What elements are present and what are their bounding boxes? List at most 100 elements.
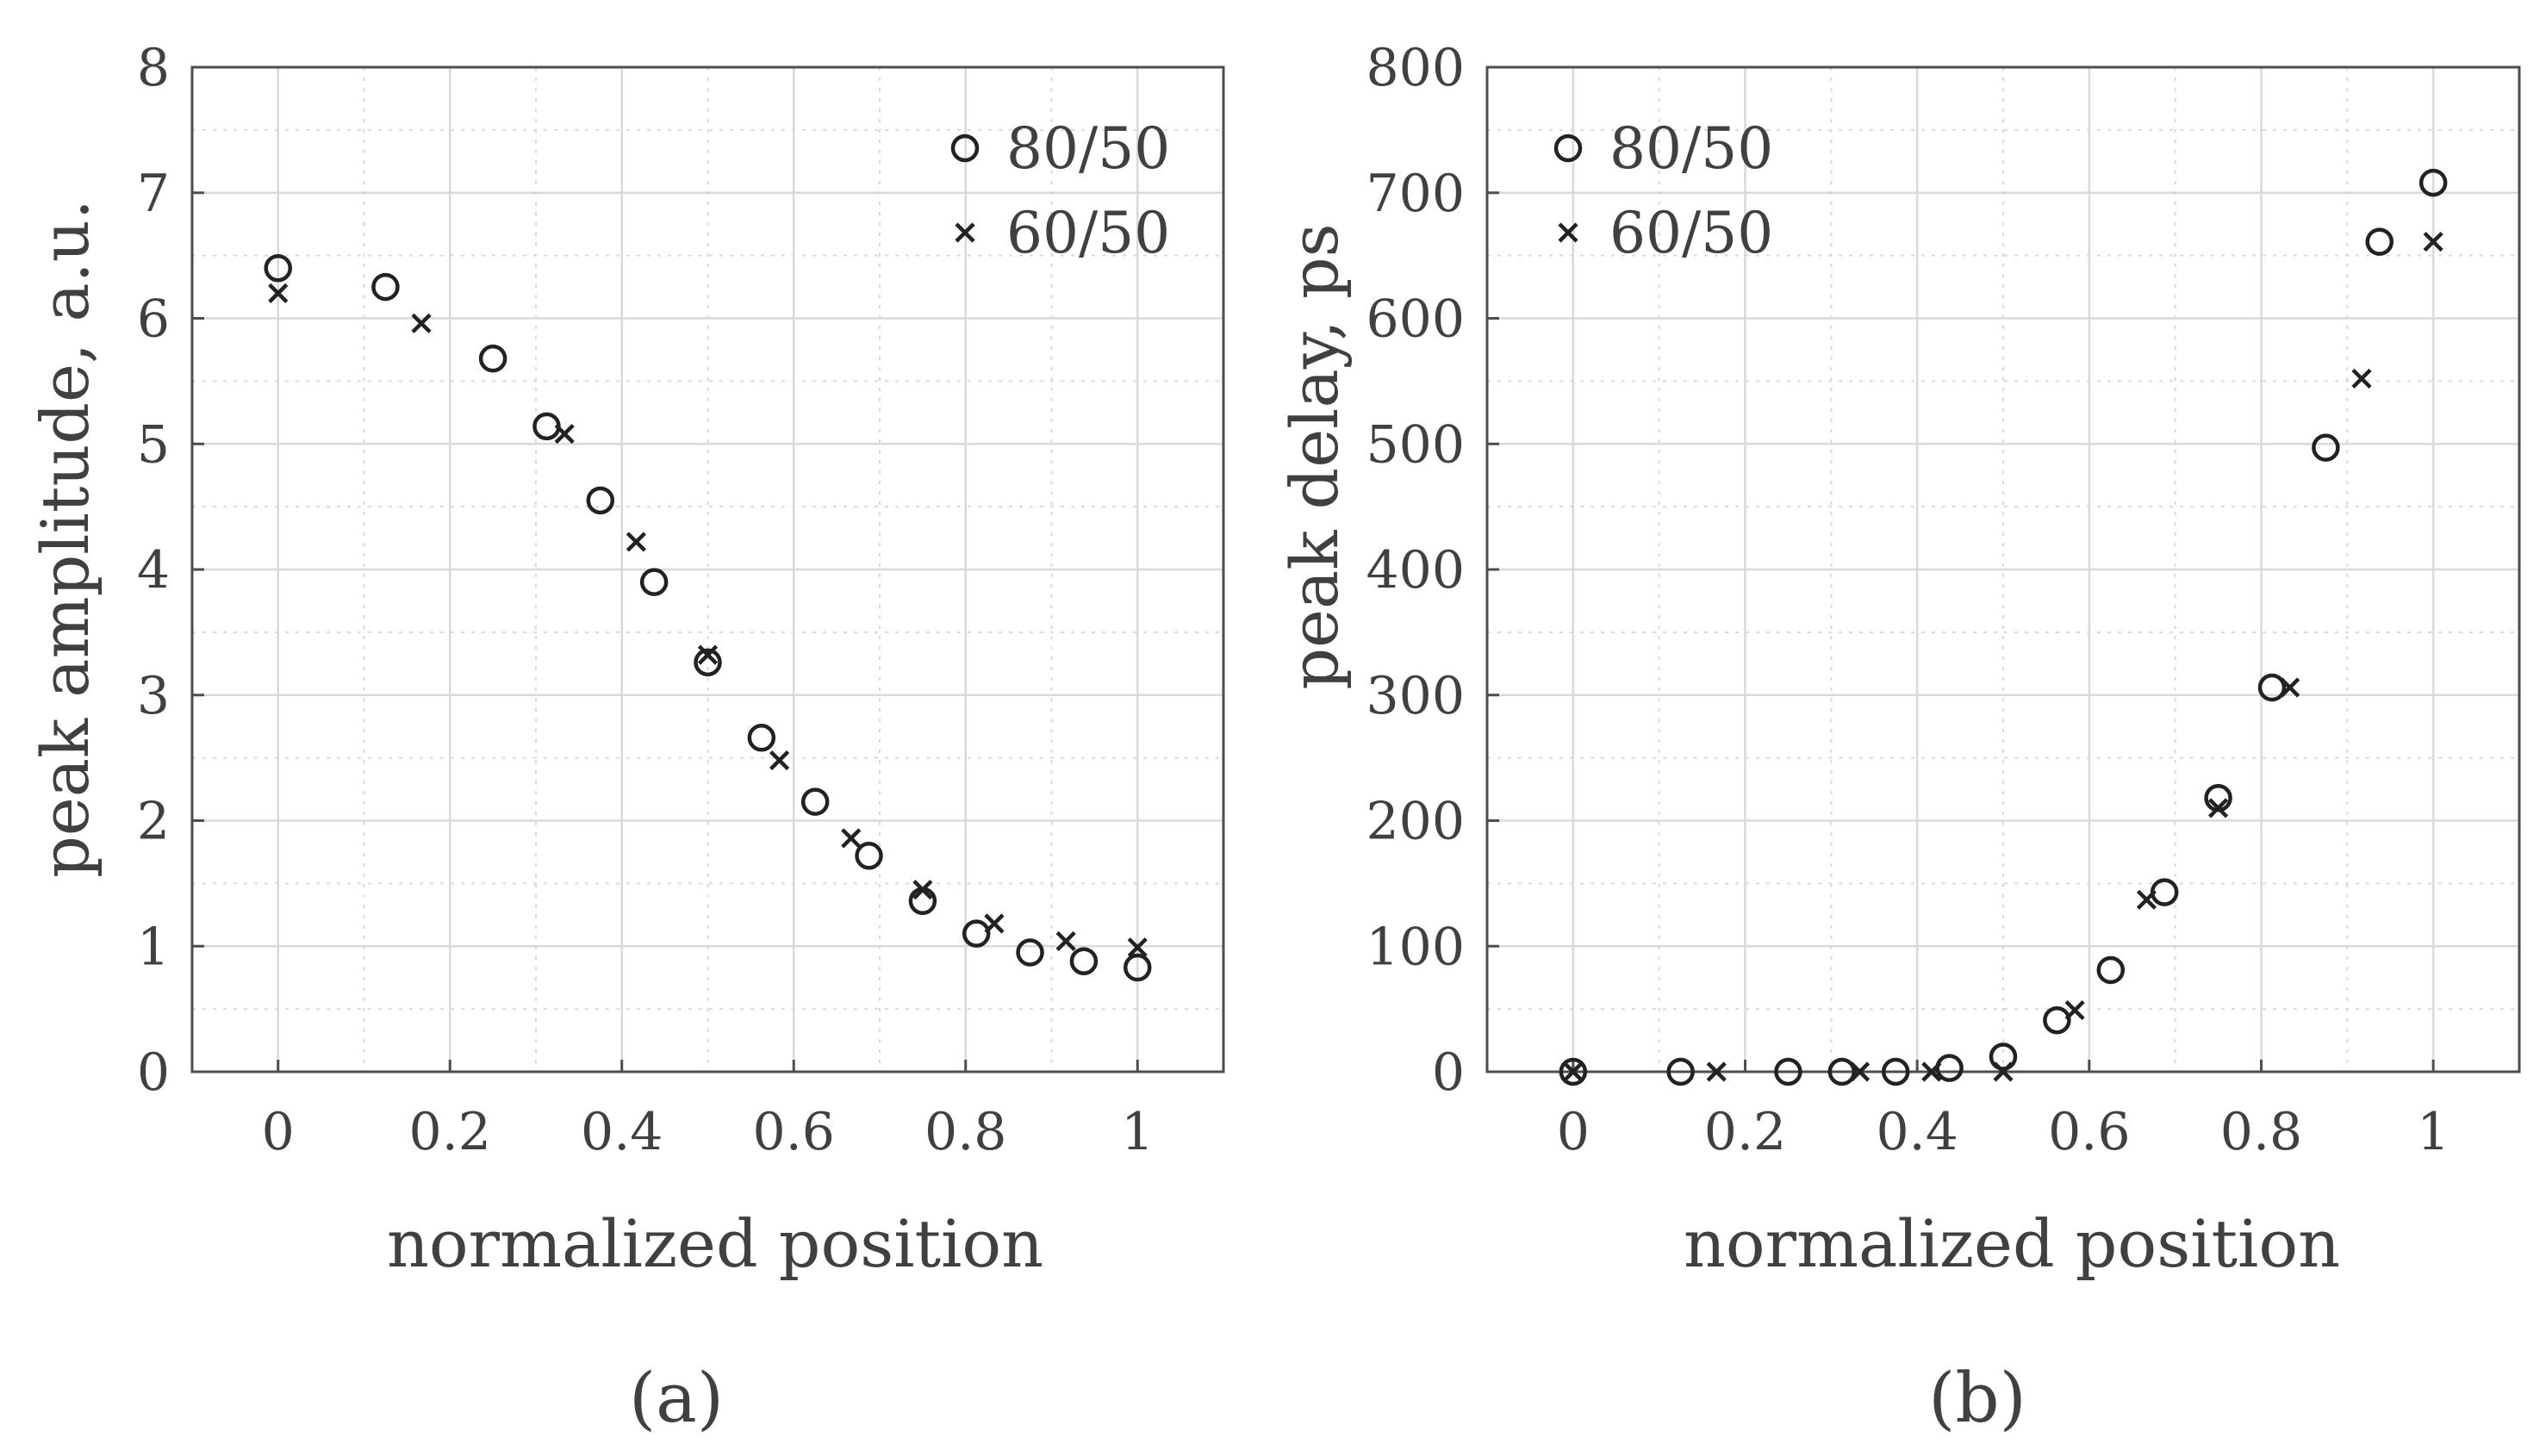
panel-a-series-1-point-8-stroke-2: [984, 913, 1005, 934]
panel-a-series-1-point-6-stroke-2: [841, 828, 862, 849]
panel-b-series-1: [1563, 232, 2443, 1082]
panel-a-series-1-point-3-stroke-2: [626, 532, 646, 552]
panel-a-series-0-point-9: [855, 842, 883, 870]
panel-b-legend: 80/50 60/50: [1553, 115, 1773, 266]
panel-b-series-0-point-4: [1881, 1057, 1910, 1086]
panel-a-series-1-point-10: [1127, 937, 1148, 958]
panel-b-ticks: 0 0.2 0.4 0.6 0.8 1 0 100 200 300 400 500 600 700 800: [1366, 38, 2450, 1162]
panel-b-marks: [1559, 168, 2448, 1086]
panel-a-series-0-point-6: [694, 648, 722, 677]
panel-b-series-1-point-10: [2423, 232, 2443, 252]
panel-a-series-1-point-5: [769, 750, 790, 771]
panel-a-legend-marker-0: [950, 134, 980, 163]
panel-a-xtick-label-3: 0.6: [753, 1102, 835, 1162]
panel-a-ytick-label-4: 4: [137, 540, 170, 600]
panel-a-xtick-label-4: 0.8: [924, 1102, 1006, 1162]
panel-b-label: (b): [1928, 1358, 2026, 1438]
panel-b-series-1-point-3-stroke-2: [1921, 1061, 1942, 1082]
panel-b-series-0-point-0: [1559, 1057, 1588, 1086]
panel-a-series-1-point-6: [841, 828, 862, 849]
panel-b-legend-marker-1-stroke-2: [1558, 222, 1578, 243]
panel-a-series-1-point-2-stroke-2: [554, 423, 575, 445]
panel-a-legend: 80/50 60/50: [950, 115, 1170, 266]
panel-a-series-0-point-4: [586, 486, 615, 515]
panel-a-xtick-label-0: 0: [262, 1102, 295, 1162]
panel-b-series-1-point-6-stroke-2: [2136, 889, 2157, 910]
panel-a-ytick-label-2: 2: [137, 792, 170, 852]
panel-b-series-0-point-5: [1935, 1054, 1964, 1082]
panel-b-series-1-point-0-stroke-2: [1563, 1061, 1584, 1082]
panel-b-series-0-point-8: [2096, 955, 2126, 985]
panel-a-series-1-point-5-stroke-2: [769, 750, 790, 771]
panel-b-xtick-label-0: 0: [1557, 1102, 1590, 1162]
panel-b-series-0: [1559, 168, 2448, 1086]
panel-b-series-1-point-1: [1706, 1061, 1727, 1082]
panel-b-ytick-label-4: 400: [1366, 540, 1465, 600]
panel-b-ytick-label-8: 800: [1366, 38, 1465, 98]
panel-b-legend-marker-1: [1558, 222, 1578, 243]
panel-a-series-0: [264, 253, 1152, 982]
panel-b-series-1-point-5: [2064, 999, 2085, 1021]
panel-a-grid: [192, 65, 1223, 1073]
panel-a-series-1-point-4: [697, 644, 719, 665]
panel-a-series-0-point-10: [908, 887, 937, 916]
panel-b-xtick-label-1: 0.2: [1704, 1102, 1786, 1162]
panel-a-series-1-point-3: [626, 532, 646, 552]
panel-a-series-1-point-9: [1055, 930, 1076, 952]
panel-a-series-0-point-2: [478, 344, 507, 373]
panel-a-ytick-label-6: 6: [137, 289, 170, 350]
panel-a-series-1-point-9-stroke-2: [1055, 930, 1076, 952]
panel-b-series-1-point-0: [1563, 1061, 1584, 1082]
panel-b-ytick-label-6: 600: [1366, 289, 1465, 350]
panel-b-xtick-label-2: 0.4: [1876, 1102, 1958, 1162]
panel-b-legend-label-0: 80/50: [1609, 115, 1773, 182]
panel-b-series-1-point-4-stroke-2: [1993, 1061, 2014, 1082]
panel-a-series-1: [268, 283, 1148, 958]
panel-b-series-0-point-2: [1774, 1057, 1802, 1086]
panel-a-ytick-label-1: 1: [137, 917, 170, 977]
panel-b-series-1-point-5-stroke-2: [2064, 999, 2085, 1021]
panel-a-legend-marker-1-stroke-2: [955, 222, 975, 243]
panel-a-legend-marker-1: [955, 222, 975, 243]
panel-a-series-1-point-1-stroke-2: [411, 313, 432, 333]
panel-a-series-1-point-7-stroke-2: [912, 880, 933, 900]
panel-a-xtick-label-5: 1: [1121, 1102, 1154, 1162]
panel-b-series-0-point-11: [2257, 673, 2287, 702]
panel-a-label: (a): [629, 1358, 724, 1438]
panel-a-series-1-point-1: [411, 313, 432, 333]
panel-a-series-1-point-0-stroke-2: [268, 283, 289, 303]
panel-b-series-1-point-4: [1993, 1061, 2014, 1082]
panel-a-legend-label-1: 60/50: [1006, 200, 1170, 266]
panel-b-series-0-point-1: [1666, 1057, 1695, 1086]
panel-a-series-0-point-1: [371, 272, 400, 302]
panel-b-legend-marker-0: [1553, 134, 1583, 163]
panel-b-series-1-point-9: [2351, 368, 2372, 389]
panel-b-series-0-point-7: [2043, 1005, 2071, 1035]
panel-b-series-1-point-7: [2207, 798, 2229, 818]
panel-b-ytick-label-3: 300: [1366, 666, 1465, 726]
panel-b-ytick-label-0: 0: [1432, 1042, 1465, 1103]
panel-b-series-1-point-8: [2280, 677, 2300, 698]
panel-b-ytick-label-7: 700: [1366, 164, 1465, 224]
panel-a-marks: [264, 253, 1152, 982]
panel-a-ytick-label-7: 7: [137, 164, 170, 224]
panel-a: 0 0.2 0.4 0.6 0.8 1 0 1 2 3 4 5 6 7 8 80/50 60/50 norma…: [27, 38, 1225, 1438]
panel-a-series-0-point-8: [800, 787, 830, 816]
panel-a-series-1-point-0: [268, 283, 289, 303]
panel-b-ytick-label-1: 100: [1366, 917, 1465, 977]
panel-b-series-1-point-8-stroke-2: [2280, 677, 2300, 698]
panel-a-series-0-point-13: [1069, 947, 1099, 975]
panel-b-xtick-label-4: 0.8: [2220, 1102, 2302, 1162]
panel-b-series-0-point-13: [2365, 227, 2394, 256]
panel-b-series-1-point-2: [1849, 1061, 1871, 1082]
panel-a-series-1-point-10-stroke-2: [1127, 937, 1148, 958]
panel-a-ytick-label-5: 5: [137, 414, 170, 475]
panel-a-series-0-point-5: [639, 568, 669, 596]
panel-b-xlabel: normalized position: [1684, 1205, 2340, 1282]
panel-b-series-1-point-7-stroke-2: [2207, 798, 2229, 818]
panel-b-series-0-point-3: [1827, 1057, 1857, 1086]
panel-b-series-0-point-12: [2312, 433, 2340, 462]
panel-a-series-1-point-4-stroke-2: [697, 644, 719, 665]
panel-b-series-0-point-6: [1989, 1042, 2018, 1071]
